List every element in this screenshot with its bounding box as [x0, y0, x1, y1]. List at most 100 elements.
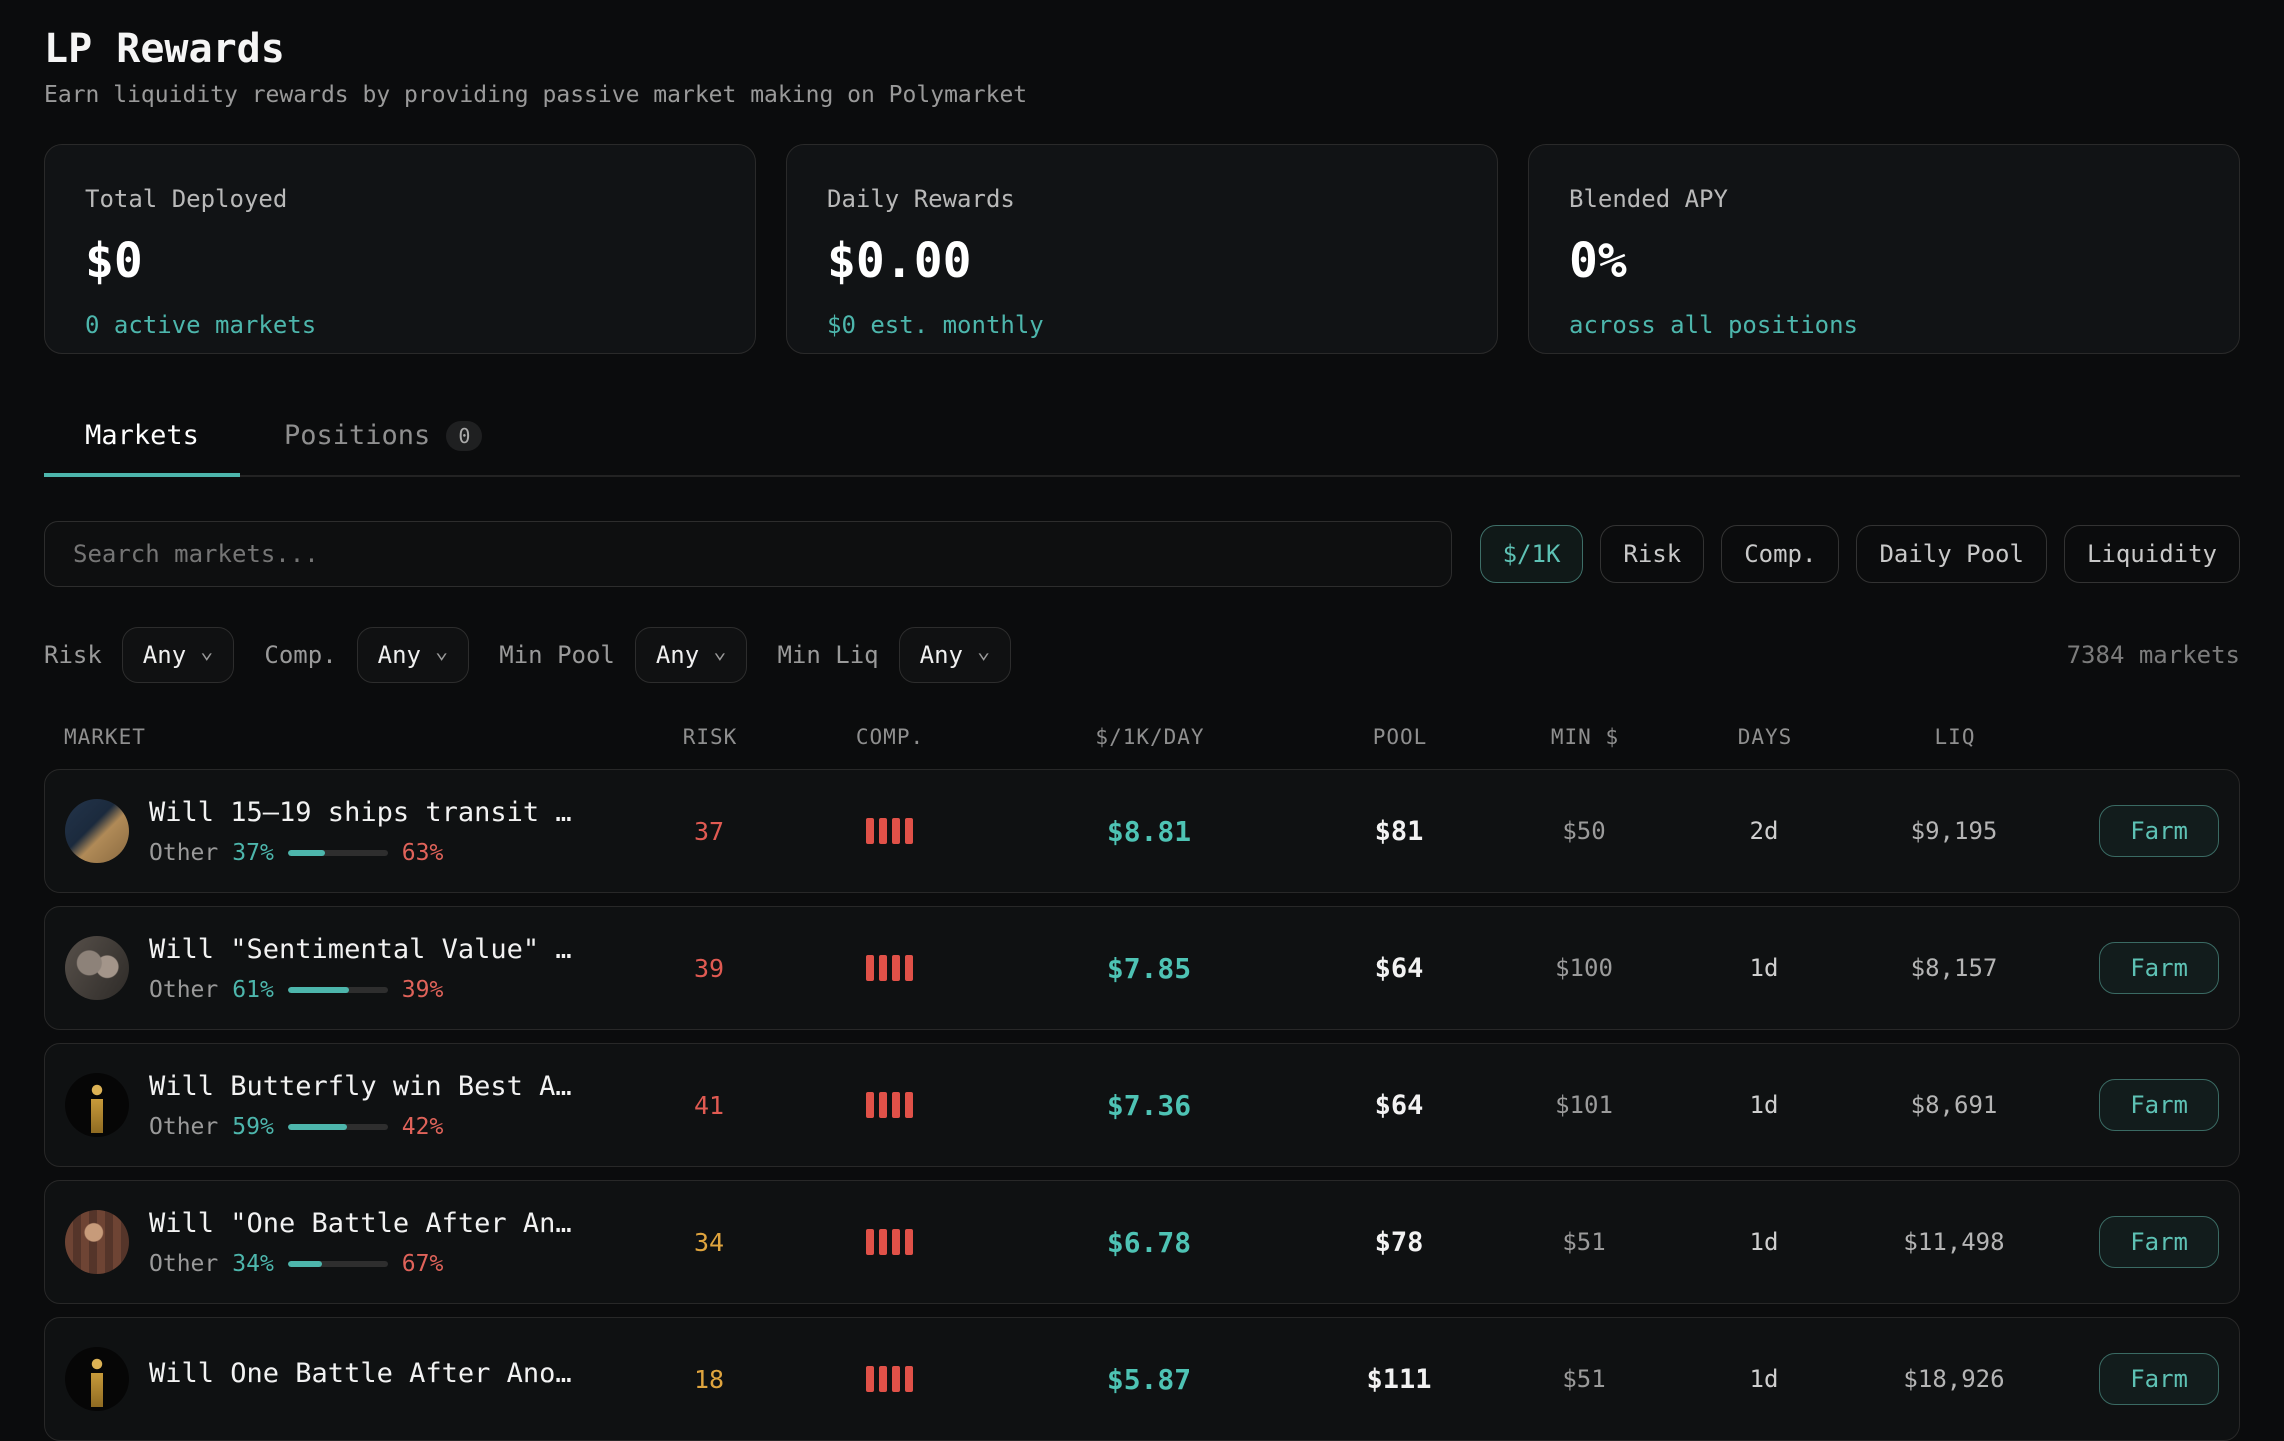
- no-percent: 67%: [401, 1250, 444, 1277]
- stat-card-total-deployed: Total Deployed $0 0 active markets: [44, 144, 756, 354]
- market-avatar: [65, 1073, 129, 1137]
- comp-bars: [779, 1366, 999, 1392]
- comp-bar: [891, 1092, 900, 1118]
- market-row[interactable]: Will Butterfly win Best A… Other 59% 42%…: [44, 1043, 2240, 1167]
- search-input[interactable]: [44, 521, 1452, 587]
- comp-bar: [878, 1366, 887, 1392]
- market-row[interactable]: Will 15–19 ships transit … Other 37% 63%…: [44, 769, 2240, 893]
- day-rate-value: $6.78: [1106, 1225, 1192, 1259]
- liq-value: $8,691: [1910, 1091, 1998, 1119]
- page-subtitle: Earn liquidity rewards by providing pass…: [44, 82, 1028, 108]
- market-cell: Will "Sentimental Value" … Other 61% 39%: [65, 934, 639, 1003]
- tab-markets[interactable]: Markets: [44, 420, 240, 477]
- days-value: 1d: [1749, 954, 1779, 982]
- yes-percent: 59%: [232, 1113, 274, 1140]
- comp-bar: [891, 1366, 900, 1392]
- comp-bar: [904, 1366, 913, 1392]
- min-value: $101: [1555, 1091, 1613, 1119]
- search-row: $/1K Risk Comp. Daily Pool Liquidity: [44, 521, 2240, 587]
- day-rate-value: $8.81: [1106, 814, 1192, 848]
- market-cell: Will One Battle After Ano…: [65, 1347, 639, 1411]
- outcome-label: Other: [149, 1113, 219, 1140]
- filter-select-min-liq[interactable]: Any ⌄: [898, 627, 1012, 683]
- farm-button[interactable]: Farm: [2099, 942, 2219, 994]
- page-title: LP Rewards: [44, 26, 285, 72]
- stat-sub: across all positions: [1569, 311, 1858, 339]
- filter-select-comp-value: Any: [377, 641, 422, 669]
- comp-bar: [865, 1229, 874, 1255]
- day-rate-value: $7.36: [1106, 1088, 1192, 1122]
- yes-percent: 34%: [232, 1250, 274, 1277]
- days-value: 1d: [1749, 1365, 1779, 1393]
- market-title: Will "Sentimental Value" …: [149, 933, 572, 965]
- outcome-label: Other: [149, 1250, 219, 1277]
- filter-select-comp[interactable]: Any ⌄: [356, 627, 470, 683]
- tabs: Markets Positions 0: [44, 420, 2240, 477]
- market-cell: Will 15–19 ships transit … Other 37% 63%: [65, 797, 639, 866]
- outcome-bar: [287, 1260, 388, 1267]
- market-row[interactable]: Will "One Battle After An… Other 34% 67%…: [44, 1180, 2240, 1304]
- comp-bars: [779, 955, 999, 981]
- market-title: Will "One Battle After An…: [149, 1207, 572, 1239]
- outcome-bar: [287, 986, 388, 993]
- table-header: MARKET RISK COMP. $/1K/DAY POOL MIN $ DA…: [44, 725, 2240, 749]
- filter-select-risk[interactable]: Any ⌄: [121, 627, 235, 683]
- pool-value: $111: [1366, 1363, 1432, 1395]
- markets-count: 7384 markets: [2066, 641, 2240, 669]
- farm-button[interactable]: Farm: [2099, 805, 2219, 857]
- pool-value: $78: [1374, 1226, 1424, 1258]
- liq-value: $11,498: [1903, 1228, 2005, 1256]
- farm-button[interactable]: Farm: [2099, 1079, 2219, 1131]
- outcome-bar-fill: [287, 1123, 347, 1130]
- stat-value: $0: [85, 233, 143, 289]
- stat-value: 0%: [1569, 233, 1627, 289]
- liq-value: $8,157: [1910, 954, 1998, 982]
- sort-chips: $/1K Risk Comp. Daily Pool Liquidity: [1479, 525, 2240, 583]
- filter-select-min-pool-value: Any: [655, 641, 700, 669]
- market-row[interactable]: Will "Sentimental Value" … Other 61% 39%…: [44, 906, 2240, 1030]
- outcome-bar: [287, 1123, 388, 1130]
- chevron-down-icon: ⌄: [713, 639, 727, 664]
- sort-chip-per-1k[interactable]: $/1K: [1479, 525, 1584, 583]
- comp-bar: [865, 1366, 874, 1392]
- filter-label-comp: Comp.: [264, 641, 337, 669]
- filter-label-min-liq: Min Liq: [777, 641, 879, 669]
- column-header-pool: POOL: [1372, 725, 1428, 749]
- day-rate-value: $5.87: [1106, 1362, 1192, 1396]
- filter-group-min-liq: Min Liq Any ⌄: [777, 627, 1012, 683]
- min-value: $100: [1555, 954, 1613, 982]
- yes-percent: 61%: [232, 976, 274, 1003]
- market-row[interactable]: Will One Battle After Ano… 18 $5.87 $111…: [44, 1317, 2240, 1441]
- no-percent: 42%: [401, 1113, 444, 1140]
- farm-button[interactable]: Farm: [2099, 1353, 2219, 1405]
- column-header-comp: COMP.: [855, 725, 925, 749]
- pool-value: $64: [1374, 1089, 1424, 1121]
- column-header-market: MARKET: [64, 725, 146, 749]
- stats-row: Total Deployed $0 0 active markets Daily…: [44, 144, 2240, 354]
- liq-value: $18,926: [1903, 1365, 2005, 1393]
- comp-bar: [878, 955, 887, 981]
- sort-chip-comp[interactable]: Comp.: [1721, 525, 1840, 583]
- market-outcome: Other 59% 42%: [149, 1114, 572, 1140]
- risk-value: 41: [693, 1090, 725, 1120]
- stat-label: Daily Rewards: [827, 185, 1015, 213]
- tab-positions[interactable]: Positions 0: [240, 420, 526, 475]
- risk-value: 18: [693, 1364, 725, 1394]
- comp-bar: [904, 955, 913, 981]
- sort-chip-liquidity[interactable]: Liquidity: [2063, 525, 2240, 583]
- no-percent: 63%: [401, 839, 444, 866]
- day-rate-value: $7.85: [1106, 951, 1192, 985]
- filter-select-risk-value: Any: [142, 641, 187, 669]
- min-value: $51: [1562, 1228, 1606, 1256]
- comp-bar: [891, 955, 900, 981]
- outcome-bar-fill: [287, 986, 349, 993]
- sort-chip-risk[interactable]: Risk: [1600, 525, 1705, 583]
- sort-chip-daily-pool[interactable]: Daily Pool: [1856, 525, 2047, 583]
- filter-select-min-pool[interactable]: Any ⌄: [634, 627, 748, 683]
- no-percent: 39%: [401, 976, 444, 1003]
- farm-button[interactable]: Farm: [2099, 1216, 2219, 1268]
- outcome-bar-fill: [287, 849, 325, 856]
- days-value: 2d: [1749, 817, 1779, 845]
- market-avatar: [65, 1347, 129, 1411]
- comp-bar: [878, 1092, 887, 1118]
